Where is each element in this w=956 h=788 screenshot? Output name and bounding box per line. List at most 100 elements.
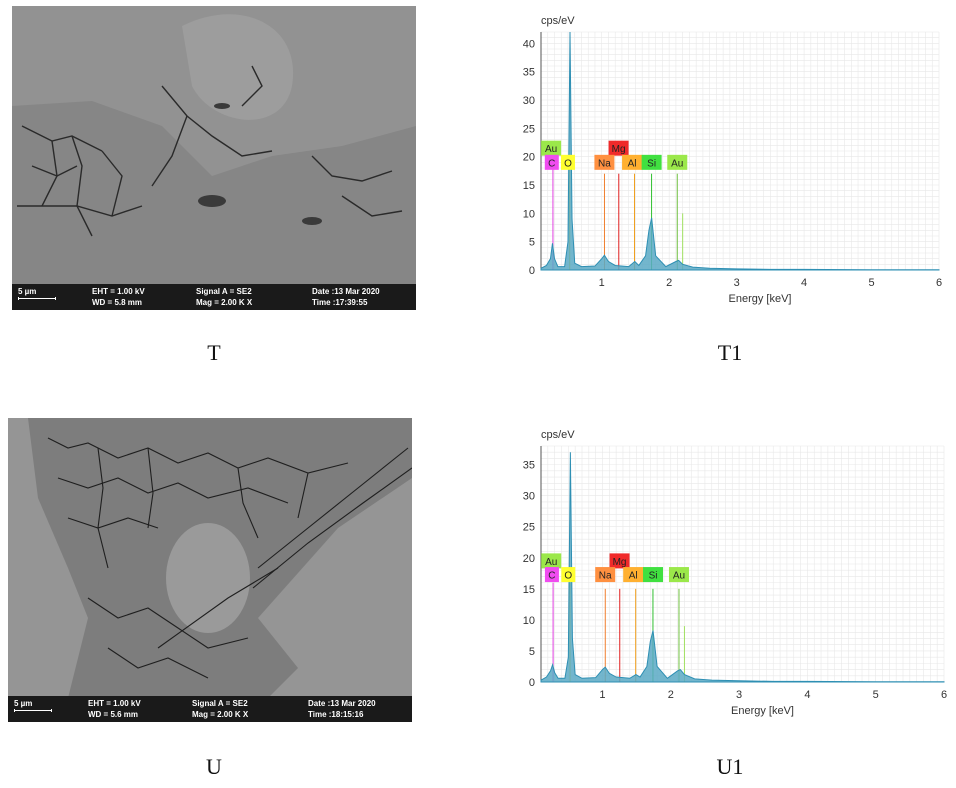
x-tick-label: 4 xyxy=(804,689,810,701)
y-tick-label: 15 xyxy=(523,180,535,192)
label-box xyxy=(541,553,562,569)
x-tick-label: 4 xyxy=(801,277,807,289)
label-box xyxy=(641,154,662,170)
label-text: C xyxy=(548,571,555,582)
element-label-al: Al xyxy=(622,154,643,170)
label-box xyxy=(667,154,688,170)
element-label-si: Si xyxy=(643,567,664,583)
y-tick-label: 10 xyxy=(523,615,535,627)
x-tick-label: 5 xyxy=(868,277,874,289)
label-box xyxy=(561,567,576,583)
y-tick-label: 35 xyxy=(523,460,535,472)
element-label-c: C xyxy=(544,567,559,583)
y-tick-label: 30 xyxy=(523,491,535,503)
label-text: Si xyxy=(649,571,658,582)
label-box xyxy=(560,154,575,170)
sem-image-u: 5 µm EHT = 1.00 kV WD = 5.6 mm Signal A … xyxy=(8,418,412,722)
x-tick-label: 5 xyxy=(873,689,879,701)
sem-data-bar: 5 µm EHT = 1.00 kV WD = 5.6 mm Signal A … xyxy=(8,696,412,722)
y-tick-label: 30 xyxy=(523,95,535,107)
label-box xyxy=(622,154,643,170)
label-text: Si xyxy=(647,158,656,169)
label-box xyxy=(623,567,644,583)
label-text: O xyxy=(564,158,572,169)
label-text: Mg xyxy=(612,144,626,155)
eds-chart-t1: 0 5 10 15 20 25 30 35 40 1 2 3 4 5 6 cps/eV Energy [keV]… xyxy=(505,8,945,310)
label-text: Na xyxy=(598,158,611,169)
y-tick-label: 0 xyxy=(529,265,535,277)
sem-data-bar: 5 µm EHT = 1.00 kV WD = 5.8 mm Signal A … xyxy=(12,284,416,310)
label-text: Au xyxy=(671,158,683,169)
date-text: Date :13 Mar 2020 xyxy=(308,699,376,708)
y-axis-label: cps/eV xyxy=(541,15,575,27)
element-label-au: Au xyxy=(541,553,562,569)
element-label-au: Au xyxy=(668,567,689,583)
label-text: Au xyxy=(545,144,557,155)
time-text: Time :18:15:16 xyxy=(308,710,364,719)
x-tick-label: 1 xyxy=(599,277,605,289)
element-label-na: Na xyxy=(594,154,615,170)
signal-text: Signal A = SE2 xyxy=(196,287,252,296)
caption-u1: U1 xyxy=(716,754,744,779)
caption-t: T xyxy=(207,340,221,365)
scale-bar xyxy=(14,709,52,712)
label-text: Au xyxy=(673,571,685,582)
element-label-au: Au xyxy=(667,154,688,170)
wd-text: WD = 5.8 mm xyxy=(92,298,143,307)
label-text: Au xyxy=(545,557,557,568)
x-tick-label: 1 xyxy=(599,689,605,701)
eds-chart-svg: 0 5 10 15 20 25 30 35 40 1 2 3 4 5 6 cps/eV Energy [keV]… xyxy=(523,15,942,305)
y-tick-label: 25 xyxy=(523,123,535,135)
label-box xyxy=(595,567,616,583)
element-label-mg: Mg xyxy=(609,553,630,569)
caption-u: U xyxy=(206,754,222,779)
label-box xyxy=(609,553,630,569)
label-text: O xyxy=(564,571,572,582)
label-text: Al xyxy=(629,571,638,582)
x-axis-label: Energy [keV] xyxy=(729,293,792,305)
label-box xyxy=(643,567,664,583)
spectrum-series xyxy=(540,31,940,271)
spectrum-series xyxy=(540,452,945,683)
y-tick-label: 0 xyxy=(529,677,535,689)
label-box xyxy=(668,567,689,583)
y-tick-label: 25 xyxy=(523,522,535,534)
label-text: Na xyxy=(599,571,612,582)
x-tick-label: 2 xyxy=(666,277,672,289)
scale-label: 5 µm xyxy=(18,287,37,296)
eht-text: EHT = 1.00 kV xyxy=(88,699,141,708)
signal-text: Signal A = SE2 xyxy=(192,699,248,708)
label-text: Mg xyxy=(613,557,627,568)
y-tick-label: 40 xyxy=(523,38,535,50)
y-tick-label: 10 xyxy=(523,208,535,220)
scale-bar xyxy=(18,297,56,300)
element-label-c: C xyxy=(544,154,559,170)
y-tick-label: 5 xyxy=(529,237,535,249)
x-tick-label: 6 xyxy=(941,689,947,701)
label-box xyxy=(594,154,615,170)
wd-text: WD = 5.6 mm xyxy=(88,710,139,719)
label-box xyxy=(544,154,559,170)
y-tick-label: 35 xyxy=(523,67,535,79)
eds-chart-svg: 0 5 10 15 20 25 30 35 1 2 3 4 5 6 cps/eV Energy [keV] Au… xyxy=(523,429,947,717)
eht-text: EHT = 1.00 kV xyxy=(92,287,145,296)
sem-texture xyxy=(8,418,412,722)
eds-chart-u1: 0 5 10 15 20 25 30 35 1 2 3 4 5 6 cps/eV Energy [keV] Au… xyxy=(505,422,950,722)
y-axis-label: cps/eV xyxy=(541,429,575,441)
date-text: Date :13 Mar 2020 xyxy=(312,287,380,296)
element-label-o: O xyxy=(560,154,575,170)
label-text: C xyxy=(548,158,555,169)
element-label-mg: Mg xyxy=(608,140,629,156)
x-tick-label: 3 xyxy=(734,277,740,289)
element-label-na: Na xyxy=(595,567,616,583)
label-text: Al xyxy=(628,158,637,169)
x-tick-label: 3 xyxy=(736,689,742,701)
x-tick-label: 6 xyxy=(936,277,942,289)
y-tick-label: 20 xyxy=(523,152,535,164)
x-tick-label: 2 xyxy=(668,689,674,701)
y-tick-label: 15 xyxy=(523,584,535,596)
sem-texture xyxy=(12,6,416,310)
sem-image-t: 5 µm EHT = 1.00 kV WD = 5.8 mm Signal A … xyxy=(12,6,416,310)
y-tick-label: 5 xyxy=(529,646,535,658)
mag-text: Mag = 2.00 K X xyxy=(192,710,249,719)
